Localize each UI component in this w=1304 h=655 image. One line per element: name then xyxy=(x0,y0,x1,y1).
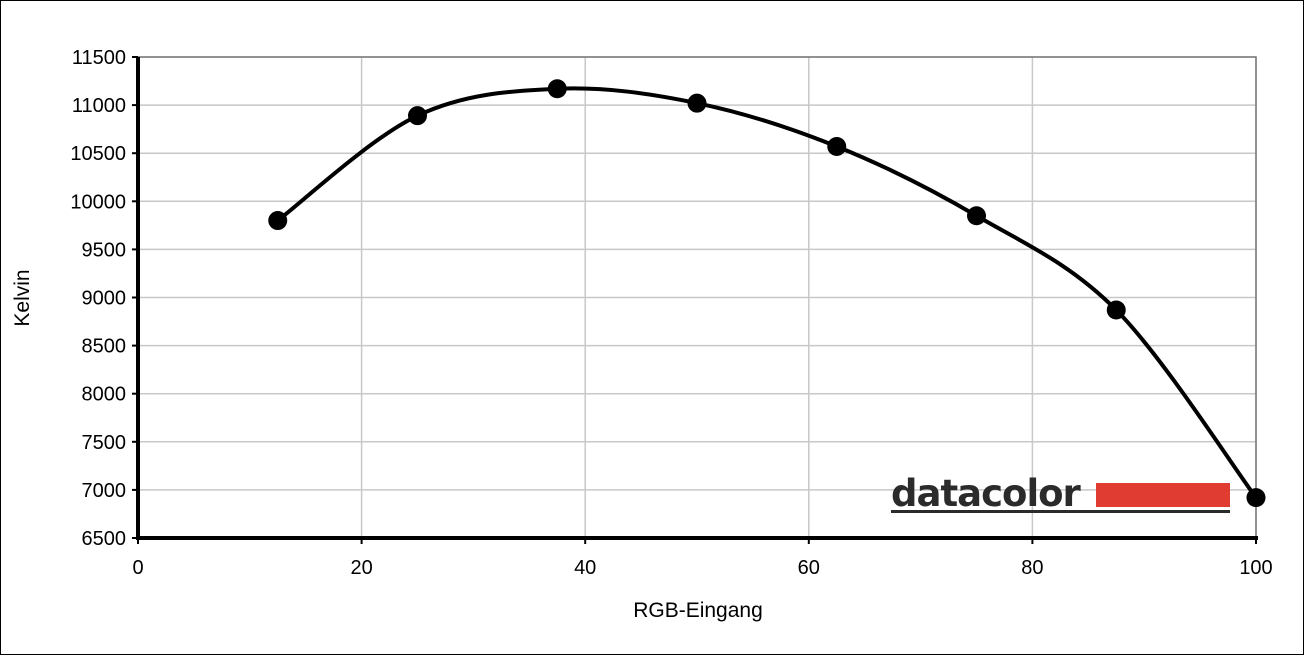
y-tick-label: 9500 xyxy=(82,239,127,261)
data-points xyxy=(268,79,1266,508)
x-tick-label: 80 xyxy=(1021,557,1043,579)
logo-text: datacolor xyxy=(891,472,1082,515)
x-tick-label: 60 xyxy=(798,557,820,579)
axes xyxy=(136,56,1258,540)
x-tick-label: 20 xyxy=(350,557,372,579)
x-tick-label: 40 xyxy=(574,557,596,579)
data-point xyxy=(687,93,707,113)
y-tick-label: 6500 xyxy=(82,528,127,550)
data-point xyxy=(547,79,567,99)
data-point xyxy=(967,206,986,226)
data-point xyxy=(1246,488,1266,508)
x-axis-title: RGB-Eingang xyxy=(633,599,763,622)
grid xyxy=(137,56,1257,539)
y-tick-label: 11000 xyxy=(72,95,126,117)
y-axis-title: Kelvin xyxy=(11,269,34,326)
x-tick-labels: 0 20 40 60 80 100 xyxy=(132,538,1273,579)
logo-red-bar xyxy=(1096,483,1230,507)
data-point xyxy=(268,211,288,231)
datacolor-logo: datacolor xyxy=(891,472,1230,515)
x-tick-label: 100 xyxy=(1239,557,1272,579)
y-tick-label: 10500 xyxy=(70,143,126,165)
data-point xyxy=(408,106,427,126)
data-point xyxy=(1106,300,1126,320)
y-tick-label: 10000 xyxy=(70,191,126,213)
y-tick-labels: 6500 7000 7500 8000 8500 9000 9500 10000 10500 11… xyxy=(70,47,138,550)
logo-underline xyxy=(891,510,1230,513)
y-tick-label: 9000 xyxy=(82,288,127,310)
y-tick-label: 8000 xyxy=(82,384,127,406)
x-tick-label: 0 xyxy=(132,557,143,579)
y-tick-label: 11500 xyxy=(72,47,126,69)
series-line xyxy=(275,86,1258,500)
data-point xyxy=(827,136,847,156)
y-tick-label: 7000 xyxy=(82,480,127,502)
y-tick-label: 7500 xyxy=(82,432,127,454)
y-tick-label: 8500 xyxy=(82,336,127,358)
